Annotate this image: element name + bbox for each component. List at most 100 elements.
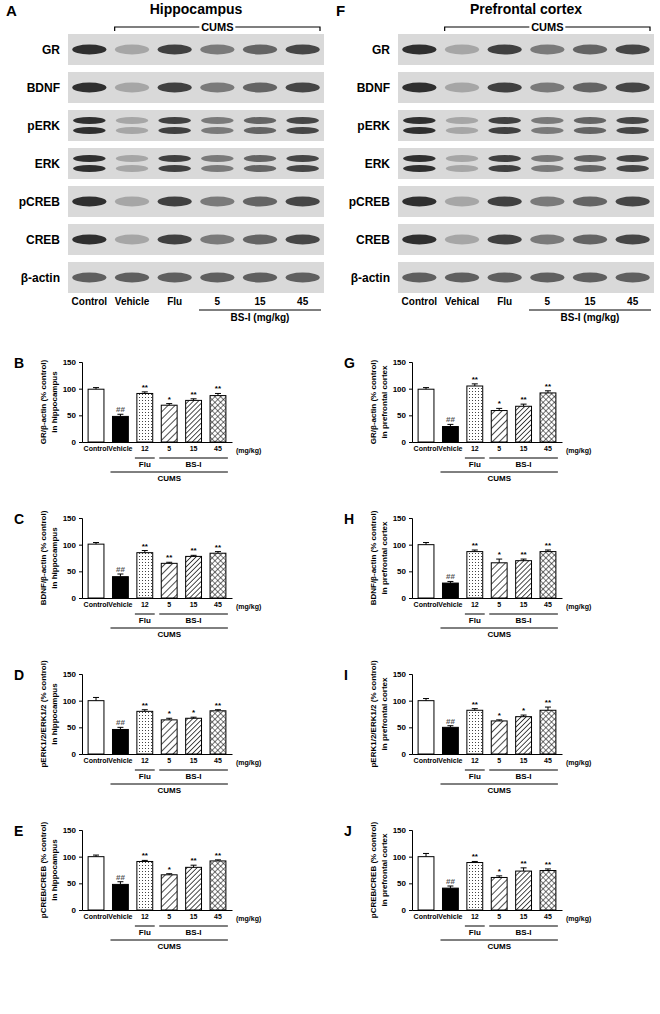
- blot-panel: FPrefrontal cortexCUMSCUMSGRBDNFpERKERKp…: [336, 1, 654, 323]
- tick-mark: [409, 598, 412, 599]
- error-bar: [521, 715, 527, 717]
- significance: **: [190, 546, 197, 555]
- bar: [418, 389, 434, 442]
- error-bar: [521, 404, 527, 406]
- tick-label: 100: [63, 697, 77, 706]
- significance: **: [472, 541, 479, 550]
- bracket-label: CUMS: [531, 21, 563, 33]
- significance: ##: [446, 572, 455, 581]
- bar-chart: ##*******050100150ControlVehicle1251545(…: [344, 355, 591, 483]
- group-label: BS-I: [516, 772, 532, 781]
- band: [446, 117, 478, 124]
- error-bar: [447, 424, 453, 426]
- tick-mark: [79, 674, 82, 675]
- axis-line: [83, 598, 233, 599]
- band: [158, 155, 190, 162]
- tick: 0: [72, 906, 82, 915]
- tick: 0: [402, 438, 412, 447]
- significance: **: [520, 550, 527, 559]
- group-line: [440, 940, 557, 941]
- tick-label: 0: [402, 750, 407, 759]
- band: [530, 45, 564, 55]
- tick: Control: [414, 598, 439, 608]
- band: [488, 83, 522, 93]
- row-label: GR: [372, 43, 390, 57]
- band: [573, 197, 607, 207]
- tick: Control: [84, 442, 109, 452]
- tick-label: 150: [63, 670, 77, 679]
- row-label: BDNF: [357, 81, 390, 95]
- tick-mark: [409, 518, 412, 519]
- band: [531, 127, 563, 134]
- tick: 100: [63, 853, 82, 862]
- band: [200, 197, 234, 207]
- blot-strip: [68, 110, 324, 141]
- error-bar: [191, 399, 197, 401]
- group-label: CUMS: [487, 786, 511, 795]
- band: [158, 117, 190, 124]
- band: [286, 235, 320, 245]
- tick-label: 5: [167, 445, 171, 452]
- band: [402, 197, 436, 207]
- error-bar: [166, 718, 172, 720]
- band: [531, 165, 563, 172]
- x-unit: (mg/kg): [236, 759, 261, 767]
- significance: *: [168, 709, 172, 718]
- tick-label: 100: [393, 541, 407, 550]
- y-axis-title: in prefrontal cortex: [380, 365, 389, 438]
- tick: 5: [167, 910, 171, 920]
- tick-label: Vehicle: [108, 757, 132, 764]
- tick: Control: [84, 910, 109, 920]
- bar: [112, 416, 128, 442]
- significance: **: [545, 541, 552, 550]
- band: [616, 45, 650, 55]
- figure: AHippocampusCUMSCUMSGRBDNFpERKERKpCREBCR…: [0, 0, 660, 1014]
- error-bar: [496, 408, 502, 410]
- band: [243, 83, 277, 93]
- panel-letter: H: [344, 511, 354, 527]
- blot-title: Prefrontal cortex: [470, 1, 582, 17]
- bar: [112, 884, 128, 910]
- bar-chart: ##********050100150ControlVehicle1251545…: [14, 510, 261, 639]
- tick-mark: [79, 442, 82, 443]
- blot-strip: [398, 186, 654, 217]
- tick: Control: [84, 598, 109, 608]
- band: [73, 155, 105, 162]
- tick-label: 0: [72, 750, 77, 759]
- y-axis: 050100150: [63, 514, 83, 603]
- lane-label: 45: [627, 296, 639, 307]
- error-bar: [472, 709, 478, 711]
- error-bar: [93, 697, 99, 700]
- tick-mark: [409, 830, 412, 831]
- band: [574, 127, 606, 134]
- band: [200, 235, 234, 245]
- bar: [210, 553, 226, 598]
- significance: *: [498, 711, 502, 720]
- blot-strip: [398, 110, 654, 141]
- tick: 50: [67, 723, 82, 732]
- band: [200, 45, 234, 55]
- significance: *: [522, 706, 526, 715]
- blot-strip: [68, 262, 324, 293]
- bar: [540, 393, 556, 442]
- tick-label: 150: [393, 826, 407, 835]
- bar: [491, 563, 507, 598]
- tick: 0: [72, 750, 82, 759]
- tick-label: 100: [63, 541, 77, 550]
- lane-label: 15: [584, 296, 596, 307]
- tick-mark: [79, 727, 82, 728]
- blot-strip: [68, 148, 324, 179]
- band: [445, 45, 479, 55]
- tick-label: 45: [214, 913, 222, 920]
- tick-label: 5: [497, 757, 501, 764]
- bar: [161, 563, 177, 598]
- plot-area: [418, 384, 556, 442]
- significance: **: [215, 384, 222, 393]
- x-unit: (mg/kg): [236, 447, 261, 455]
- significance: *: [192, 708, 196, 717]
- y-axis-title: pERK1/2/ERK1/2 (% control): [369, 660, 378, 767]
- tick: 15: [190, 598, 198, 608]
- axis-line: [409, 675, 413, 755]
- tick-mark: [409, 415, 412, 416]
- significance: **: [520, 395, 527, 404]
